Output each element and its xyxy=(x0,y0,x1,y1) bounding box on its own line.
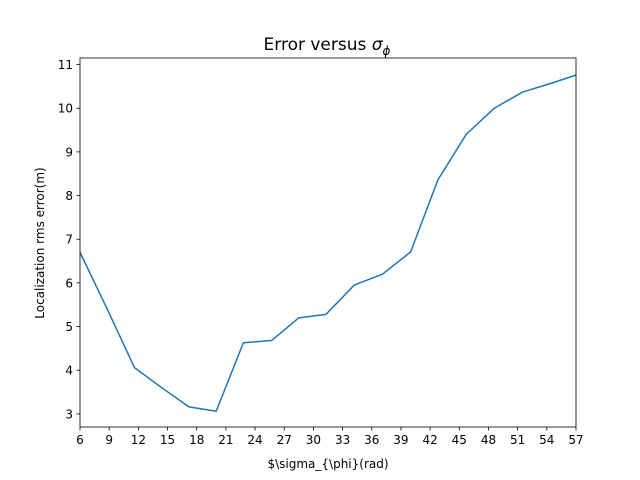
y-axis-label: Localization rms error(m) xyxy=(33,167,47,318)
x-tick-label: 57 xyxy=(568,433,583,447)
x-tick-label: 45 xyxy=(452,433,467,447)
x-axis-label: $\sigma_{\phi}(rad) xyxy=(267,457,388,471)
y-tick-label: 10 xyxy=(58,102,73,116)
x-tick-label: 42 xyxy=(422,433,437,447)
y-tick-label: 11 xyxy=(58,58,73,72)
y-tick-label: 8 xyxy=(65,189,73,203)
x-tick-label: 54 xyxy=(539,433,554,447)
x-tick-label: 9 xyxy=(105,433,113,447)
x-tick-label: 30 xyxy=(306,433,321,447)
x-tick-label: 6 xyxy=(76,433,84,447)
y-tick-label: 4 xyxy=(65,364,73,378)
x-tick-label: 39 xyxy=(393,433,408,447)
x-tick-label: 15 xyxy=(160,433,175,447)
axes-frame xyxy=(79,57,577,428)
x-tick-label: 27 xyxy=(277,433,292,447)
x-tick-label: 48 xyxy=(481,433,496,447)
x-tick-label: 21 xyxy=(218,433,233,447)
series-line-0 xyxy=(80,74,576,413)
x-tick-label: 12 xyxy=(131,433,146,447)
y-tick-label: 9 xyxy=(65,145,73,159)
x-tick-label: 18 xyxy=(189,433,204,447)
y-tick-label: 6 xyxy=(65,276,73,290)
y-tick-label: 5 xyxy=(65,320,73,334)
x-tick-label: 36 xyxy=(364,433,379,447)
x-tick-label: 51 xyxy=(510,433,525,447)
plot-area: 6 9 12 15 18 21 24 27 30 33 36 39 42 45 48 51 54 57345678… xyxy=(58,57,584,447)
chart-title: Error versus σϕ xyxy=(264,35,391,58)
x-tick-label: 24 xyxy=(247,433,262,447)
x-tick-label: 33 xyxy=(335,433,350,447)
y-tick-label: 7 xyxy=(65,233,73,247)
y-tick-label: 3 xyxy=(65,407,73,421)
